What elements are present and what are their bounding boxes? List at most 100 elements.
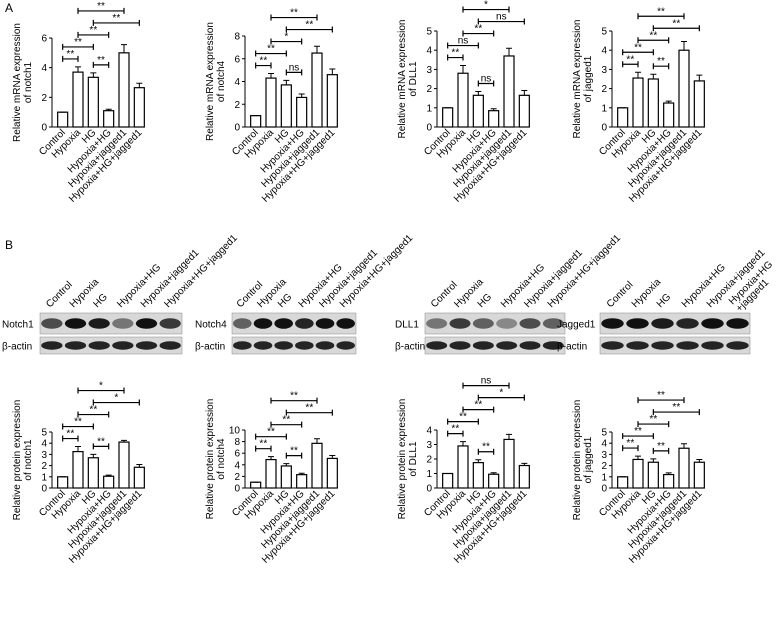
significance-bracket [255,62,272,69]
blot-band [496,318,518,329]
y-axis-label: Relative mRNA expressionof jagged1 [572,20,594,139]
blot-band [88,318,110,329]
error-bar [121,439,127,443]
significance-bracket [77,31,110,38]
error-bar [283,463,290,466]
significance-label: * [499,388,503,399]
blot-band [274,341,293,350]
y-tick-label: 6 [234,54,240,65]
blot-band [41,318,63,329]
significance-bracket [462,30,495,37]
bar [488,473,500,489]
y-tick-label: 1 [601,472,607,483]
bar [663,473,675,489]
blot-band [626,341,649,350]
blot-band [472,341,494,350]
y-label-line: Relative mRNA expression [572,20,583,139]
significance-bracket [462,6,510,13]
bar [250,481,262,489]
y-tick-label: 2 [601,84,607,95]
y-tick-label: 2 [41,93,47,104]
bar [632,77,644,128]
significance-label: ** [451,48,459,59]
significance-label: ** [267,427,275,438]
error-bar [475,90,482,96]
significance-label: ns [496,12,507,23]
significance-bracket [477,448,495,455]
y-label-line: Relative protein expression [397,399,408,520]
error-bar [460,441,466,446]
bar [442,472,454,489]
blot-band [112,318,134,329]
error-bar [635,455,641,460]
bar [118,52,130,128]
blot-band [64,318,87,329]
bar [693,80,705,128]
significance-bracket [270,421,303,428]
blot-band [626,318,649,329]
significance-label: ** [305,403,313,414]
blot-band [519,318,541,329]
significance-bracket [477,18,525,25]
bar [133,87,145,128]
y-tick-label: 4 [41,439,47,450]
y-tick-label: 4 [426,426,432,437]
blot-band [426,341,448,350]
significance-bracket [462,382,510,389]
significance-bracket [77,7,125,14]
blot-lane-label: HG [655,292,674,311]
y-label-line: Relative protein expression [205,399,216,520]
significance-label: ** [657,6,665,17]
error-bar [650,458,657,463]
y-tick-label: 1 [601,103,607,114]
error-bar [665,100,672,103]
blot-band [449,341,471,350]
bar [617,476,629,489]
y-label-line: of notch1 [23,439,34,481]
y-tick-label: 1 [426,469,432,480]
blot-row-label: β-actin [2,342,32,353]
y-label-line: of jagged1 [583,55,594,102]
y-tick-label: 3 [601,450,607,461]
y-tick-label: 6 [234,449,240,460]
bar [118,441,130,489]
error-bar [268,73,274,79]
blot-band [135,318,158,329]
blot-band [496,341,518,350]
y-tick-label: 8 [234,32,240,43]
significance-bracket [270,38,303,45]
error-bar [314,438,320,444]
y-tick-label: 3 [41,450,47,461]
blot-band [159,318,181,329]
bar [326,74,338,128]
error-bar [121,44,127,53]
significance-label: ** [282,415,290,426]
significance-bracket [285,409,333,416]
blot-band [726,318,749,329]
error-bar [136,463,143,468]
bar [472,94,484,128]
significance-bracket [447,54,464,61]
significance-label: ** [657,56,665,67]
y-tick-label: 8 [234,437,240,448]
significance-label: * [284,32,288,43]
y-tick-label: 0 [601,123,607,134]
bar [663,102,675,128]
significance-label: ns [289,62,300,73]
y-tick-label: 3 [426,65,432,76]
significance-label: * [484,0,488,11]
significance-bracket [255,50,287,57]
bar [457,72,469,128]
significance-label: ** [451,424,459,435]
significance-bracket [62,435,79,442]
error-bar [696,458,703,463]
blot-band [233,341,252,350]
significance-label: ** [474,24,482,35]
bar [647,461,659,489]
error-bar [665,472,672,475]
blot-band [676,318,699,329]
blot-row-label: DLL1 [395,320,419,331]
error-bar [521,462,528,466]
error-bar [681,41,687,51]
